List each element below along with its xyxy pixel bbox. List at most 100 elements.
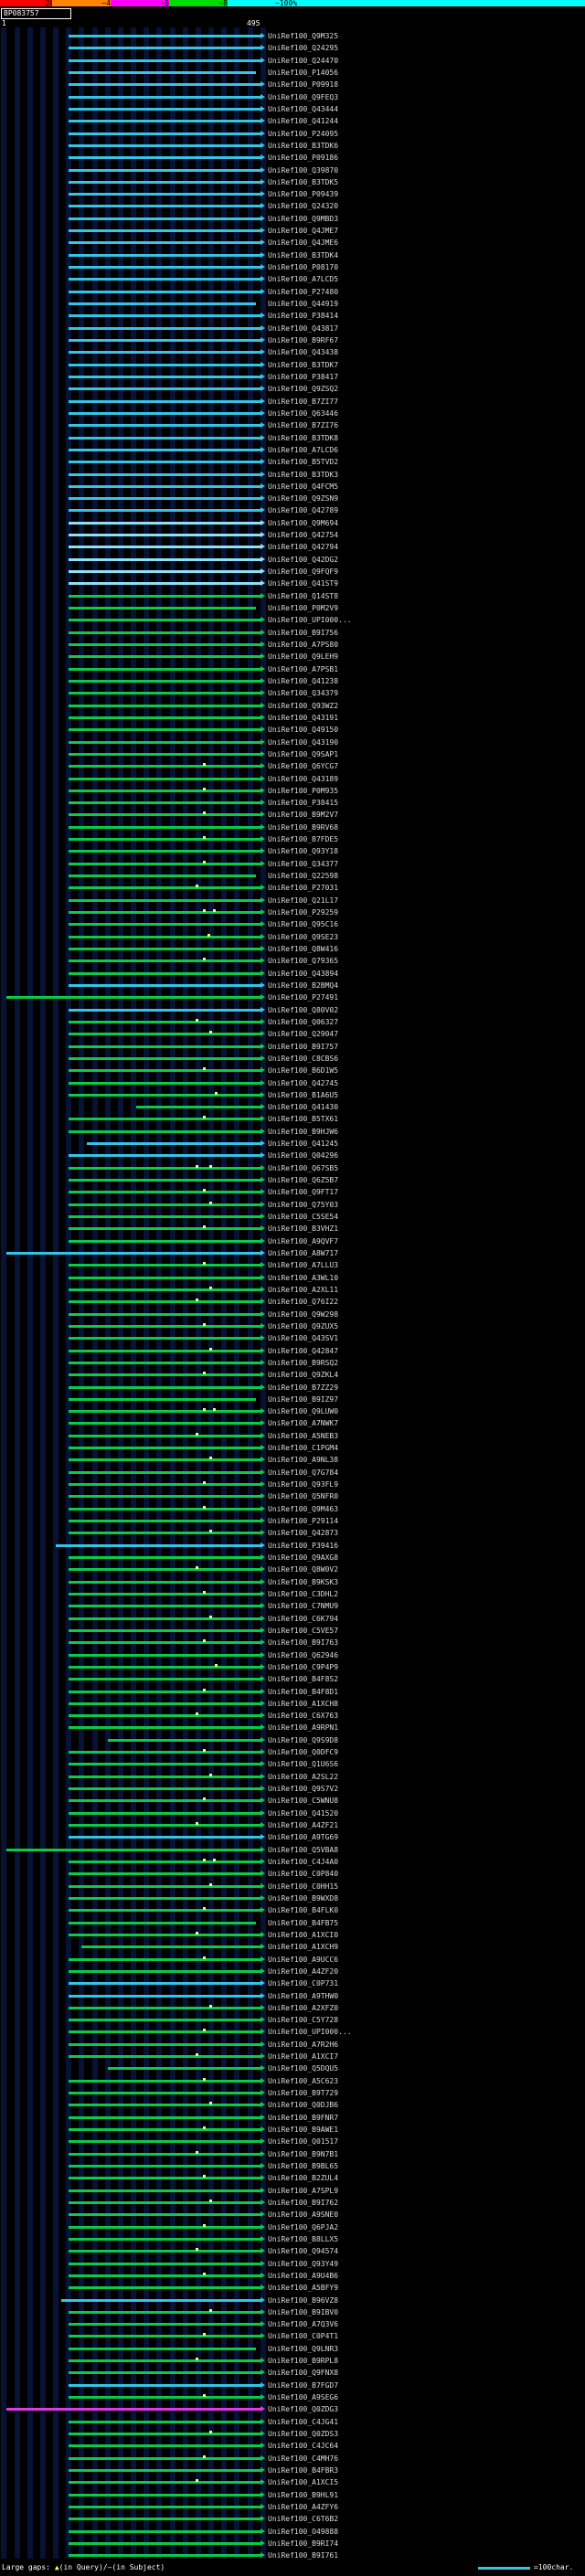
hit-row[interactable]: UniRef100_Q6YCG7 [0, 760, 585, 772]
hit-row[interactable]: UniRef100_P39416 [0, 1540, 585, 1552]
hit-row[interactable]: UniRef100_Q34379 [0, 687, 585, 699]
hit-row[interactable]: UniRef100_B4F8D1 [0, 1686, 585, 1698]
hit-row[interactable]: UniRef100_Q9S7V2 [0, 1783, 585, 1795]
hit-row[interactable]: UniRef100_Q94574 [0, 2245, 585, 2257]
hit-row[interactable]: UniRef100_B5TVD2 [0, 456, 585, 468]
hit-row[interactable]: UniRef100_Q0ZDG3 [0, 2403, 585, 2415]
hit-row[interactable]: UniRef100_P09918 [0, 79, 585, 90]
hit-row[interactable]: UniRef100_Q6PJA2 [0, 2221, 585, 2233]
hit-row[interactable]: UniRef100_Q7G784 [0, 1467, 585, 1479]
hit-row[interactable]: UniRef100_A9UCC6 [0, 1954, 585, 1966]
hit-row[interactable]: UniRef100_Q5VBA8 [0, 1844, 585, 1856]
hit-row[interactable]: UniRef100_Q4JME7 [0, 225, 585, 237]
hit-row[interactable]: UniRef100_Q42754 [0, 529, 585, 541]
hit-row[interactable]: UniRef100_B2BMQ4 [0, 980, 585, 991]
hit-row[interactable]: UniRef100_Q39870 [0, 164, 585, 176]
hit-row[interactable]: UniRef100_B4F8S2 [0, 1673, 585, 1685]
hit-row[interactable]: UniRef100_A2SL22 [0, 1771, 585, 1783]
hit-row[interactable]: UniRef100_B9I761 [0, 2549, 585, 2561]
hit-row[interactable]: UniRef100_C6T6B2 [0, 2513, 585, 2525]
hit-row[interactable]: UniRef100_A5C623 [0, 2075, 585, 2087]
hit-row[interactable]: UniRef100_B5TX61 [0, 1113, 585, 1125]
hit-row[interactable]: UniRef100_Q9M694 [0, 517, 585, 529]
hit-row[interactable]: UniRef100_Q6Z5B7 [0, 1174, 585, 1186]
hit-row[interactable]: UniRef100_A1XCI7 [0, 2051, 585, 2062]
hit-row[interactable]: UniRef100_Q44919 [0, 298, 585, 310]
hit-row[interactable]: UniRef100_Q4JME6 [0, 237, 585, 249]
hit-row[interactable]: UniRef100_B9BL65 [0, 2160, 585, 2172]
hit-row[interactable]: UniRef100_A4ZF20 [0, 1966, 585, 1977]
hit-row[interactable]: UniRef100_B3TDK7 [0, 359, 585, 371]
hit-row[interactable]: UniRef100_B9RPL8 [0, 2355, 585, 2367]
hit-row[interactable]: UniRef100_A9THW0 [0, 1990, 585, 2002]
hit-row[interactable]: UniRef100_A1XCH8 [0, 1698, 585, 1710]
hit-row[interactable]: UniRef100_P09186 [0, 152, 585, 164]
hit-row[interactable]: UniRef100_P0M935 [0, 785, 585, 797]
hit-row[interactable]: UniRef100_Q4FCM5 [0, 481, 585, 493]
hit-row[interactable]: UniRef100_Q67SB5 [0, 1162, 585, 1174]
hit-row[interactable]: UniRef100_B8LLX5 [0, 2233, 585, 2245]
hit-row[interactable]: UniRef100_Q9FNX8 [0, 2367, 585, 2379]
hit-row[interactable]: UniRef100_Q22598 [0, 870, 585, 882]
hit-row[interactable]: UniRef100_O49888 [0, 2526, 585, 2538]
hit-row[interactable]: UniRef100_P08170 [0, 261, 585, 273]
hit-row[interactable]: UniRef100_B6D1W5 [0, 1065, 585, 1076]
hit-row[interactable]: UniRef100_Q43189 [0, 773, 585, 785]
hit-row[interactable]: UniRef100_Q9FQF9 [0, 566, 585, 578]
hit-row[interactable]: UniRef100_Q24295 [0, 42, 585, 54]
hit-row[interactable]: UniRef100_Q9M325 [0, 30, 585, 42]
hit-row[interactable]: UniRef100_B3TDK5 [0, 176, 585, 188]
hit-row[interactable]: UniRef100_Q41ST9 [0, 578, 585, 589]
hit-row[interactable]: UniRef100_Q29047 [0, 1028, 585, 1040]
hit-row[interactable]: UniRef100_Q9SE23 [0, 931, 585, 943]
hit-row[interactable]: UniRef100_A7LLU3 [0, 1259, 585, 1271]
hit-row[interactable]: UniRef100_Q75Y03 [0, 1199, 585, 1211]
hit-row[interactable]: UniRef100_A1XCI5 [0, 2476, 585, 2488]
hit-row[interactable]: UniRef100_B7FGD7 [0, 2380, 585, 2391]
hit-row[interactable]: UniRef100_B9FNR7 [0, 2112, 585, 2124]
hit-row[interactable]: UniRef100_Q93FL9 [0, 1479, 585, 1490]
hit-row[interactable]: UniRef100_B9RF67 [0, 334, 585, 346]
hit-row[interactable]: UniRef100_Q43894 [0, 968, 585, 980]
hit-row[interactable]: UniRef100_Q41430 [0, 1101, 585, 1113]
hit-row[interactable]: UniRef100_Q9LEH9 [0, 651, 585, 663]
hit-row[interactable]: UniRef100_Q42DG2 [0, 554, 585, 566]
hit-row[interactable]: UniRef100_B4FB75 [0, 1917, 585, 1929]
hit-row[interactable]: UniRef100_B96VZ8 [0, 2295, 585, 2306]
hit-row[interactable]: UniRef100_Q80V02 [0, 1004, 585, 1016]
hit-row[interactable]: UniRef100_Q5NFR0 [0, 1490, 585, 1502]
hit-row[interactable]: UniRef100_P29259 [0, 906, 585, 918]
hit-row[interactable]: UniRef100_B7ZI77 [0, 396, 585, 408]
hit-row[interactable]: UniRef100_C0P731 [0, 1977, 585, 1989]
hit-row[interactable]: UniRef100_Q43191 [0, 712, 585, 724]
hit-row[interactable]: UniRef100_A7Q3V6 [0, 2318, 585, 2330]
hit-row[interactable]: UniRef100_Q42789 [0, 504, 585, 516]
hit-row[interactable]: UniRef100_B9IBV0 [0, 2306, 585, 2318]
hit-row[interactable]: UniRef100_Q24470 [0, 55, 585, 67]
hit-row[interactable]: UniRef100_Q9SAP1 [0, 748, 585, 760]
hit-row[interactable]: UniRef100_B9I756 [0, 627, 585, 639]
hit-row[interactable]: UniRef100_Q42745 [0, 1077, 585, 1089]
hit-row[interactable]: UniRef100_B7FDE5 [0, 833, 585, 845]
hit-row[interactable]: UniRef100_A9RPN1 [0, 1722, 585, 1733]
hit-row[interactable]: UniRef100_C4J4A0 [0, 1856, 585, 1868]
hit-row[interactable]: UniRef100_Q93Y49 [0, 2258, 585, 2270]
hit-row[interactable]: UniRef100_B2ZUL4 [0, 2172, 585, 2184]
hit-row[interactable]: UniRef100_Q0ZDS3 [0, 2428, 585, 2440]
hit-row[interactable]: UniRef100_Q79365 [0, 955, 585, 967]
hit-row[interactable]: UniRef100_A1XCI0 [0, 1929, 585, 1941]
hit-row[interactable]: UniRef100_Q9LNR3 [0, 2343, 585, 2355]
hit-row[interactable]: UniRef100_C7NMU9 [0, 1600, 585, 1612]
hit-row[interactable]: UniRef100_A8W717 [0, 1247, 585, 1259]
hit-row[interactable]: UniRef100_A7NWK7 [0, 1417, 585, 1429]
hit-row[interactable]: UniRef100_P0M2V9 [0, 602, 585, 614]
hit-row[interactable]: UniRef100_Q24320 [0, 200, 585, 212]
hit-row[interactable]: UniRef100_P27491 [0, 991, 585, 1003]
hit-row[interactable]: UniRef100_Q1U6S6 [0, 1758, 585, 1770]
hit-row[interactable]: UniRef100_B9RSQ2 [0, 1357, 585, 1369]
hit-row[interactable]: UniRef100_A9SNE0 [0, 2209, 585, 2221]
hit-row[interactable]: UniRef100_C6X763 [0, 1710, 585, 1722]
hit-row[interactable]: UniRef100_P38415 [0, 797, 585, 809]
hit-row[interactable]: UniRef100_Q8W0V2 [0, 1564, 585, 1575]
hit-row[interactable]: UniRef100_Q9ZUX5 [0, 1320, 585, 1332]
